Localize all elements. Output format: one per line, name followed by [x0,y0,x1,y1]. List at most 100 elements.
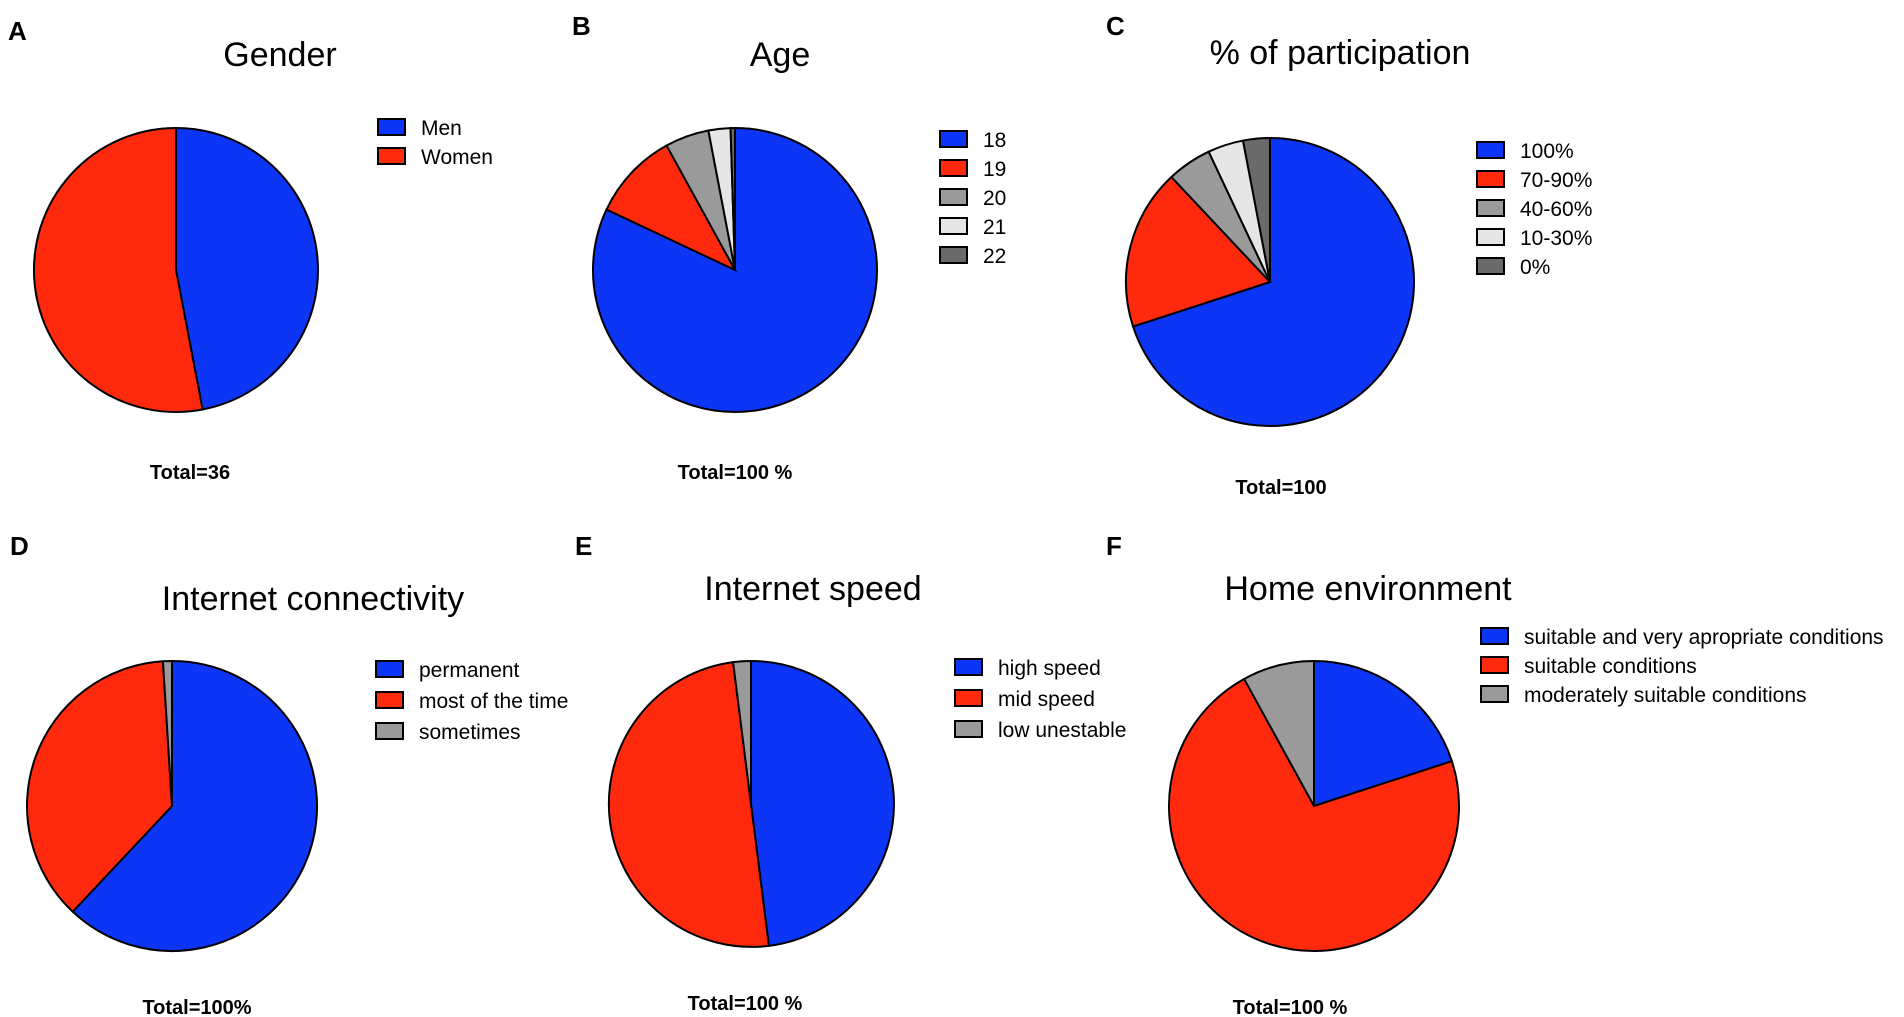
pie-slice-men [175,126,319,411]
legend-label-0pct: 0% [1520,256,1550,279]
legend-swatch-22 [939,246,968,264]
legend-label-10-30pct: 10-30% [1520,227,1592,250]
legend-label-sometimes: sometimes [419,721,521,744]
legend-label-40-60pct: 40-60% [1520,198,1592,221]
legend-item-women: Women [377,146,493,169]
pie-chart-f [1168,659,1460,952]
pie-chart-c [1125,136,1415,427]
legend-label-high-speed: high speed [998,657,1101,680]
panel-b: B Age 18 19 20 21 22 Total=100 % [572,11,1006,484]
pie-chart-a [33,126,319,413]
legend-f: suitable and very apropriate conditions s… [1480,626,1884,707]
pie-slice-moderately-suitable-conditions [1242,659,1315,807]
total-label-d: Total=100% [142,997,251,1017]
pie-chart-d [26,659,318,952]
legend-label-mid-speed: mid speed [998,688,1095,711]
legend-d: permanent most of the time sometimes [375,659,568,744]
panel-letter-c: C [1106,11,1125,41]
pie-slice-70-90pct [1125,175,1272,328]
legend-item-high-speed: high speed [954,657,1101,680]
legend-item-permanent: permanent [375,659,520,682]
pie-slice-permanent [71,659,318,952]
chart-title-d: Internet connectivity [162,580,464,618]
pie-slice-sometimes [161,659,173,807]
legend-item-22: 22 [939,245,1006,268]
legend-swatch-0pct [1476,257,1505,275]
legend-item-21: 21 [939,216,1006,239]
pie-chart-e [607,659,895,948]
chart-title-b: Age [750,36,811,74]
legend-swatch-suitable-and-very-apropriate-conditions [1480,627,1509,645]
legend-label-18: 18 [983,129,1006,152]
legend-item-mid-speed: mid speed [954,688,1095,711]
legend-c: 100% 70-90% 40-60% 10-30% 0% [1476,140,1592,279]
legend-item-40-60pct: 40-60% [1476,198,1592,221]
legend-item-10-30pct: 10-30% [1476,227,1592,250]
total-label-f: Total=100 % [1233,997,1348,1017]
legend-item-0pct: 0% [1476,256,1550,279]
legend-label-men: Men [421,117,462,140]
pie-chart-b [592,126,878,413]
legend-label-low-unestable: low unestable [998,719,1126,742]
legend-e: high speed mid speed low unestable [954,657,1126,742]
legend-item-sometimes: sometimes [375,721,521,744]
panel-f: F Home environment suitable and very apr… [1106,531,1884,1017]
legend-swatch-mid-speed [954,689,983,707]
panel-letter-b: B [572,11,591,41]
chart-title-e: Internet speed [704,570,921,608]
legend-item-men: Men [377,117,462,140]
panel-letter-d: D [10,531,29,561]
pie-slice-suitable-conditions [1168,677,1460,952]
legend-swatch-most-of-the-time [375,691,404,709]
legend-swatch-sometimes [375,722,404,740]
legend-swatch-permanent [375,660,404,678]
legend-label-100pct: 100% [1520,140,1574,163]
legend-item-19: 19 [939,158,1006,181]
chart-title-a: Gender [223,36,336,74]
total-label-c: Total=100 [1235,477,1326,499]
panel-letter-a: A [8,16,27,46]
pie-slice-most-of-the-time [26,660,174,914]
total-label-b: Total=100 % [678,462,793,484]
legend-label-women: Women [421,146,493,169]
panel-letter-e: E [575,531,592,561]
legend-swatch-70-90pct [1476,170,1505,188]
pie-slice-low-unestable [731,659,752,805]
pie-slice-mid-speed [607,661,771,948]
legend-label-19: 19 [983,158,1006,181]
panel-a: A Gender Men Women Total=36 [8,16,493,484]
legend-swatch-20 [939,188,968,206]
legend-swatch-19 [939,159,968,177]
legend-swatch-18 [939,130,968,148]
legend-item-18: 18 [939,129,1006,152]
legend-item-suitable-and-very-apropriate-conditions: suitable and very apropriate conditions [1480,626,1884,649]
legend-swatch-100pct [1476,141,1505,159]
legend-swatch-high-speed [954,658,983,676]
legend-label-21: 21 [983,216,1006,239]
legend-label-suitable-and-very-apropriate-conditions: suitable and very apropriate conditions [1524,626,1884,649]
legend-item-20: 20 [939,187,1006,210]
legend-b: 18 19 20 21 22 [939,129,1006,268]
legend-swatch-moderately-suitable-conditions [1480,685,1509,703]
legend-label-70-90pct: 70-90% [1520,169,1592,192]
pie-slice-0pct [1241,136,1271,283]
pie-slice-100pct [1131,136,1415,427]
legend-swatch-21 [939,217,968,235]
legend-label-22: 22 [983,245,1006,268]
legend-item-moderately-suitable-conditions: moderately suitable conditions [1480,684,1807,707]
legend-item-suitable-conditions: suitable conditions [1480,655,1697,678]
legend-label-suitable-conditions: suitable conditions [1524,655,1697,678]
panel-e: E Internet speed high speed mid speed low … [575,531,1126,1015]
legend-swatch-10-30pct [1476,228,1505,246]
legend-item-100pct: 100% [1476,140,1574,163]
legend-item-most-of-the-time: most of the time [375,690,568,713]
legend-item-low-unestable: low unestable [954,719,1126,742]
panel-d: D Internet connectivity permanent most of… [10,531,568,1017]
pie-slice-high-speed [750,659,895,947]
legend-label-permanent: permanent [419,659,520,682]
legend-swatch-women [377,147,406,165]
panel-letter-f: F [1106,531,1122,561]
pie-slice-22 [729,126,736,271]
total-label-e: Total=100 % [688,993,803,1015]
chart-title-c: % of participation [1210,34,1471,72]
